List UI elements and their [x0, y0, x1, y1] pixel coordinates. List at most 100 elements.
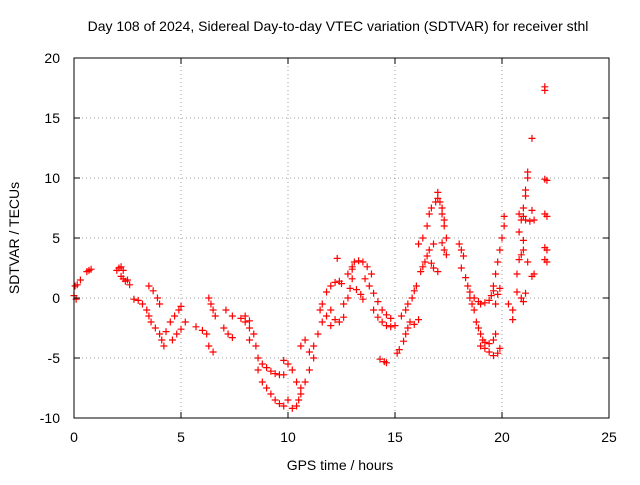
data-point [370, 306, 378, 314]
data-point [492, 270, 500, 278]
data-point [119, 266, 127, 274]
data-point [203, 330, 211, 338]
data-point [524, 174, 532, 182]
x-tick-label: 25 [601, 429, 617, 445]
data-point [393, 349, 401, 357]
data-point [228, 312, 236, 320]
data-point [442, 234, 450, 242]
data-point [522, 186, 530, 194]
data-point [494, 258, 502, 266]
data-point [440, 246, 448, 254]
data-point [250, 330, 258, 338]
data-point [175, 306, 183, 314]
data-point [494, 349, 502, 357]
data-point [378, 318, 386, 326]
data-point [513, 270, 521, 278]
data-point [293, 378, 301, 386]
data-point [489, 282, 497, 290]
data-point [496, 344, 504, 352]
data-point [519, 204, 527, 212]
data-point [228, 334, 236, 342]
data-point [541, 86, 549, 94]
data-point [151, 324, 159, 332]
data-point [310, 354, 318, 362]
data-point [318, 318, 326, 326]
data-point [492, 300, 500, 308]
data-point [280, 371, 288, 379]
data-point [468, 300, 476, 308]
data-point [145, 282, 153, 290]
data-point [211, 312, 219, 320]
data-point [434, 268, 442, 276]
data-point [513, 288, 521, 296]
data-point [481, 299, 489, 307]
data-point [318, 300, 326, 308]
data-point [438, 204, 446, 212]
data-point [500, 222, 508, 230]
data-point [280, 356, 288, 364]
data-point [138, 300, 146, 308]
data-point [295, 396, 303, 404]
data-point [363, 263, 371, 271]
data-point [267, 390, 275, 398]
data-point [335, 318, 343, 326]
data-point [245, 317, 253, 325]
data-point [459, 252, 467, 260]
data-point [162, 328, 170, 336]
data-point [305, 366, 313, 374]
data-point [489, 352, 497, 360]
data-point [404, 300, 412, 308]
y-tick-label: 10 [44, 170, 60, 186]
data-point [438, 210, 446, 218]
data-point [485, 340, 493, 348]
data-point [430, 264, 438, 272]
data-point [374, 313, 382, 321]
data-point [500, 212, 508, 220]
data-point [509, 316, 517, 324]
data-point [205, 294, 213, 302]
data-point [87, 265, 95, 273]
data-point [470, 294, 478, 302]
data-point [245, 324, 253, 332]
data-point [402, 330, 410, 338]
y-tick-label: -5 [48, 350, 61, 366]
data-point [346, 284, 354, 292]
data-point [412, 282, 420, 290]
data-point [160, 342, 168, 350]
data-point [333, 254, 341, 262]
data-point [382, 311, 390, 319]
data-point [442, 251, 450, 259]
data-point [297, 384, 305, 392]
data-point [297, 390, 305, 398]
data-point [254, 354, 262, 362]
data-point [340, 313, 348, 321]
data-point [344, 294, 352, 302]
data-point [331, 278, 339, 286]
x-tick-label: 0 [70, 429, 78, 445]
data-series [70, 83, 551, 412]
data-point [470, 306, 478, 314]
data-point [378, 306, 386, 314]
x-tick-label: 20 [494, 429, 510, 445]
data-point [237, 314, 245, 322]
data-point [284, 360, 292, 368]
data-point [301, 336, 309, 344]
data-point [327, 282, 335, 290]
data-point [173, 330, 181, 338]
data-point [207, 300, 215, 308]
data-point [519, 236, 527, 244]
data-point [417, 268, 425, 276]
data-point [271, 370, 279, 378]
data-point [357, 290, 365, 298]
data-point [504, 300, 512, 308]
data-point [522, 192, 530, 200]
data-point [408, 294, 416, 302]
data-point [509, 306, 517, 314]
data-point [348, 275, 356, 283]
data-point [436, 198, 444, 206]
data-point [263, 364, 271, 372]
data-point [331, 316, 339, 324]
data-point [402, 306, 410, 314]
data-point [464, 282, 472, 290]
